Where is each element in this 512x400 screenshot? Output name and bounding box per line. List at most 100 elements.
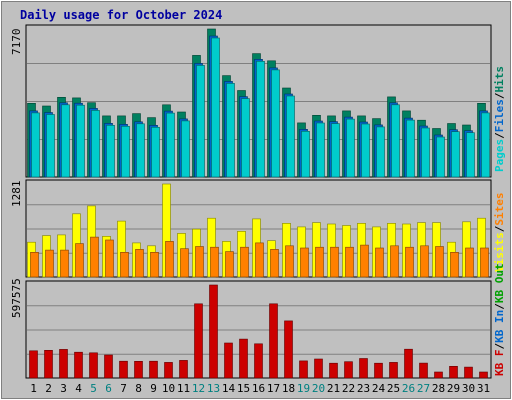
middle-ymax-label: 1281 bbox=[10, 181, 23, 208]
pages-bar bbox=[61, 104, 70, 178]
sites-bar bbox=[225, 251, 234, 278]
legend-hits: Hits bbox=[493, 66, 506, 93]
day-label: 4 bbox=[75, 382, 82, 395]
pages-bar bbox=[391, 104, 400, 178]
pages-bar bbox=[436, 136, 445, 178]
day-label: 26 bbox=[402, 382, 415, 395]
legend-kb-out: KB Out bbox=[493, 263, 506, 303]
kb-f-bar bbox=[359, 358, 368, 379]
bottom-legend: KB F/KB In/KB Out bbox=[493, 263, 506, 376]
day-label: 11 bbox=[177, 382, 190, 395]
kb-f-bar bbox=[74, 351, 83, 379]
sites-bar bbox=[150, 252, 159, 278]
day-label: 22 bbox=[342, 382, 355, 395]
sites-bar bbox=[165, 241, 174, 278]
kb-f-bar bbox=[179, 360, 188, 379]
day-label: 13 bbox=[207, 382, 220, 395]
sites-bar bbox=[120, 252, 129, 278]
day-label: 17 bbox=[267, 382, 280, 395]
pages-bar bbox=[301, 131, 310, 178]
kb-f-bar bbox=[329, 362, 338, 379]
pages-bar bbox=[271, 69, 280, 178]
pages-bar bbox=[136, 123, 145, 178]
legend-visits: Visits bbox=[493, 232, 506, 272]
legend-sep-5: / bbox=[493, 303, 506, 310]
pages-bar bbox=[451, 131, 460, 178]
pages-bar bbox=[346, 118, 355, 178]
day-label: 14 bbox=[222, 382, 236, 395]
day-label: 7 bbox=[120, 382, 127, 395]
day-label: 19 bbox=[297, 382, 310, 395]
pages-bar bbox=[106, 125, 115, 178]
kb-f-bar bbox=[89, 352, 98, 379]
pages-bar bbox=[421, 127, 430, 178]
kb-f-bar bbox=[134, 360, 143, 379]
kb-f-bar bbox=[299, 360, 308, 379]
day-label: 23 bbox=[357, 382, 370, 395]
sites-bar bbox=[90, 236, 99, 278]
sites-bar bbox=[105, 239, 114, 278]
kb-f-bar bbox=[119, 360, 128, 379]
pages-bar bbox=[151, 127, 160, 178]
pages-bar bbox=[91, 110, 100, 178]
kb-f-bar bbox=[464, 366, 473, 379]
day-label: 8 bbox=[135, 382, 142, 395]
sites-bar bbox=[45, 249, 54, 278]
sites-bar bbox=[435, 246, 444, 278]
day-label: 16 bbox=[252, 382, 265, 395]
day-label: 28 bbox=[432, 382, 445, 395]
kb-f-bar bbox=[149, 360, 158, 379]
kb-f-bar bbox=[194, 303, 203, 379]
legend-sep-1: / bbox=[493, 132, 506, 139]
pages-bar bbox=[46, 114, 55, 178]
sites-bar bbox=[75, 243, 84, 278]
pages-bar bbox=[31, 112, 40, 178]
pages-bar bbox=[286, 95, 295, 178]
day-label: 12 bbox=[192, 382, 205, 395]
labels-layer: 1 2 3 4 5 6 7 8 9 10 11 12 13 14 15 16 17 18 19 20 21 22 23 24 2… bbox=[30, 382, 490, 395]
pages-bar bbox=[361, 123, 370, 178]
kb-f-bar bbox=[404, 348, 413, 379]
sites-bar bbox=[300, 247, 309, 278]
kb-f-bar bbox=[479, 371, 488, 379]
kb-f-bar bbox=[269, 303, 278, 379]
legend-kb-in: KB In bbox=[493, 310, 506, 343]
kb-f-bar bbox=[344, 361, 353, 379]
kb-f-bar bbox=[224, 342, 233, 379]
kb-f-bar bbox=[389, 362, 398, 379]
sites-bar bbox=[180, 248, 189, 278]
kb-f-bar bbox=[314, 358, 323, 379]
day-label: 5 bbox=[90, 382, 97, 395]
middle-legend: Visits/Sites bbox=[493, 193, 506, 273]
sites-bar bbox=[270, 249, 279, 278]
day-label: 29 bbox=[447, 382, 460, 395]
top-legend: Pages/Files/Hits bbox=[493, 66, 506, 172]
day-label: 6 bbox=[105, 382, 112, 395]
sites-bar bbox=[465, 247, 474, 278]
pages-bar bbox=[316, 122, 325, 178]
sites-bar bbox=[390, 245, 399, 278]
sites-bar bbox=[240, 246, 249, 278]
sites-bar bbox=[345, 246, 354, 278]
sites-bar bbox=[360, 244, 369, 278]
legend-kb-f: KB F bbox=[493, 350, 506, 377]
day-label: 30 bbox=[462, 382, 475, 395]
kb-f-bar bbox=[374, 362, 383, 379]
pages-bar bbox=[76, 104, 85, 178]
day-label: 27 bbox=[417, 382, 430, 395]
kb-f-bar bbox=[209, 284, 218, 379]
day-label: 9 bbox=[150, 382, 157, 395]
day-label: 21 bbox=[327, 382, 340, 395]
kb-f-bar bbox=[59, 349, 68, 379]
kb-f-bar bbox=[254, 343, 263, 379]
day-label: 24 bbox=[372, 382, 386, 395]
kb-f-bar bbox=[449, 365, 458, 379]
pages-bar bbox=[166, 112, 175, 178]
kb-f-bar bbox=[419, 362, 428, 379]
legend-sites: Sites bbox=[493, 193, 506, 226]
sites-bar bbox=[315, 246, 324, 278]
kb-f-bar bbox=[239, 338, 248, 379]
pages-bar bbox=[241, 98, 250, 178]
pages-bar bbox=[226, 83, 235, 178]
